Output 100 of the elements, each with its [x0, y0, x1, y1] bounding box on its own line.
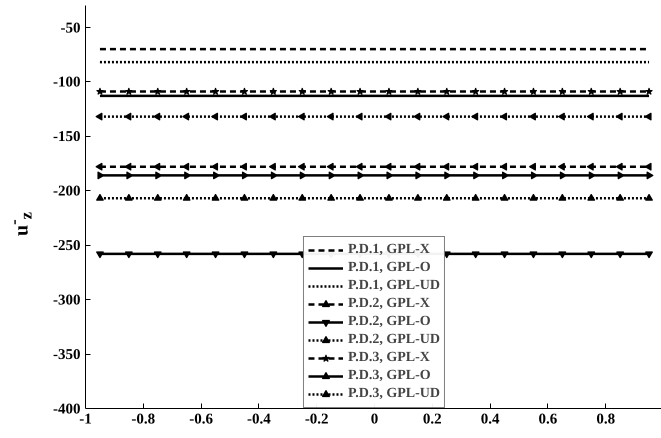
point: [472, 194, 480, 201]
point: [154, 251, 162, 258]
point: [645, 88, 653, 95]
point: [154, 194, 162, 201]
x-tick-label: 0: [370, 412, 378, 428]
point: [356, 112, 363, 121]
point: [616, 88, 624, 95]
point: [270, 88, 278, 95]
y-tick-label: -150: [53, 129, 81, 146]
y-tick-label: -300: [53, 292, 81, 309]
point: [587, 194, 596, 201]
point: [644, 162, 652, 171]
point: [529, 194, 538, 201]
y-tick-label: -200: [53, 184, 81, 200]
point: [326, 162, 334, 171]
point: [414, 88, 422, 95]
point: [616, 162, 623, 171]
point: [182, 88, 190, 95]
point: [413, 112, 420, 121]
point: [95, 162, 102, 171]
legend-label: P.D.1, GPL-O: [348, 259, 431, 277]
point: [500, 88, 508, 95]
point: [96, 251, 104, 258]
point: [386, 171, 394, 180]
legend-label: P.D.3, GPL-O: [348, 367, 431, 385]
point: [240, 251, 248, 258]
point: [326, 112, 334, 121]
point: [587, 251, 596, 258]
point: [356, 194, 364, 201]
point: [125, 88, 133, 95]
point: [298, 88, 306, 95]
point: [471, 112, 478, 121]
point: [529, 251, 538, 258]
point: [96, 88, 104, 95]
point: [587, 88, 596, 95]
point: [268, 112, 276, 121]
point: [327, 194, 336, 201]
point: [182, 194, 191, 201]
point: [530, 88, 538, 95]
point: [154, 88, 162, 95]
point: [616, 194, 624, 201]
legend-label: P.D.1, GPL-UD: [348, 277, 440, 295]
point: [500, 194, 509, 201]
point: [268, 162, 276, 171]
point: [528, 162, 536, 171]
y-tick-label: -400: [53, 402, 81, 418]
x-tick-label: -1: [79, 412, 92, 428]
point: [558, 112, 565, 121]
point: [558, 251, 566, 258]
point: [645, 251, 654, 258]
point: [298, 162, 305, 171]
legend-label: P.D.1, GPL-X: [348, 241, 430, 259]
legend-label: P.D.3, GPL-X: [348, 349, 430, 367]
point: [442, 88, 451, 95]
point: [298, 194, 306, 201]
point: [442, 194, 451, 201]
point: [356, 88, 364, 95]
point: [240, 88, 248, 95]
point: [530, 171, 538, 180]
point: [212, 194, 220, 201]
point: [646, 171, 654, 180]
point: [528, 112, 536, 121]
point: [558, 194, 566, 201]
point: [242, 171, 249, 180]
point: [442, 112, 450, 121]
point: [240, 194, 248, 201]
point: [153, 112, 160, 121]
legend-label: P.D.3, GPL-UD: [348, 385, 440, 403]
x-tick-label: 0.4: [480, 412, 500, 428]
point: [500, 112, 508, 121]
point: [644, 112, 652, 121]
y-tick-label: -50: [60, 20, 81, 36]
x-tick-label: -0.2: [304, 412, 329, 428]
point: [211, 112, 218, 121]
point: [269, 194, 278, 201]
point: [616, 112, 623, 121]
legend-label: P.D.2, GPL-X: [348, 295, 430, 313]
point: [327, 88, 335, 95]
point: [96, 194, 104, 201]
point: [182, 251, 191, 258]
point: [212, 88, 220, 95]
point: [298, 112, 305, 121]
point: [356, 162, 363, 171]
x-tick-label: 0.6: [538, 412, 558, 428]
point: [385, 88, 393, 95]
point: [212, 251, 220, 258]
point: [558, 88, 566, 95]
point: [558, 162, 565, 171]
point: [472, 251, 480, 258]
y-tick-label: -350: [53, 347, 81, 364]
x-tick-label: -0.8: [131, 412, 156, 428]
legend-label: P.D.2, GPL-O: [348, 313, 431, 331]
point: [269, 251, 278, 258]
point: [586, 112, 594, 121]
point: [124, 194, 133, 201]
point: [645, 194, 654, 201]
y-tick-label: -250: [53, 238, 81, 254]
x-tick-label: 0.2: [422, 412, 442, 428]
point: [616, 251, 624, 258]
point: [124, 251, 133, 258]
